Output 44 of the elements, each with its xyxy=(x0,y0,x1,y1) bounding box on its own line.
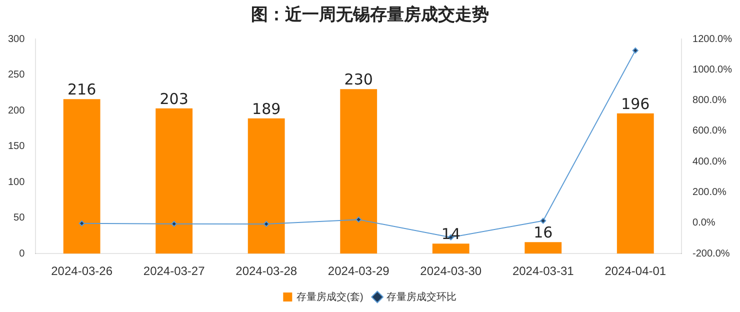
bar xyxy=(616,113,654,254)
x-tick-label: 2024-03-29 xyxy=(328,264,390,278)
y-tick-label: 50 xyxy=(14,212,26,224)
point xyxy=(171,220,178,227)
data-label: 196 xyxy=(621,94,650,113)
data-label: 189 xyxy=(252,100,281,118)
x-tick-label: 2024-03-26 xyxy=(51,264,113,278)
y-tick-label: 0 xyxy=(19,248,26,260)
y2-tick-label: 1000.0% xyxy=(692,64,732,76)
bar xyxy=(340,89,378,254)
y-tick-label: 150 xyxy=(8,141,26,152)
point xyxy=(263,221,270,228)
point xyxy=(78,220,85,226)
y2-tick-label: 600.0% xyxy=(692,126,727,137)
bar xyxy=(248,118,285,254)
x-tick-label: 2024-03-31 xyxy=(512,264,574,278)
x-tick-label: 2024-04-01 xyxy=(604,264,666,278)
point xyxy=(356,216,362,223)
x-tick-label: 2024-03-28 xyxy=(236,264,298,278)
y-tick-label: 200 xyxy=(8,105,26,116)
data-label: 216 xyxy=(67,80,96,98)
y2-tick-label: -200.0% xyxy=(692,248,730,260)
y2-tick-label: 200.0% xyxy=(692,187,727,198)
point xyxy=(632,47,638,54)
y2-tick-label: 1200.0% xyxy=(692,34,732,45)
y-tick-label: 300 xyxy=(8,34,26,45)
bar xyxy=(432,244,470,254)
point xyxy=(540,218,546,224)
y2-tick-label: 0.0% xyxy=(692,218,716,229)
bar xyxy=(156,108,193,254)
y2-tick-label: 400.0% xyxy=(692,156,727,168)
y2-tick-label: 800.0% xyxy=(692,95,727,106)
y-tick-label: 250 xyxy=(8,70,26,81)
bar xyxy=(524,242,562,254)
x-tick-label: 2024-03-30 xyxy=(420,264,482,278)
legend-label: 存量房成交环比 xyxy=(386,290,456,303)
legend-label: 存量房成交(套) xyxy=(296,290,364,303)
bar xyxy=(63,99,100,254)
data-label: 230 xyxy=(344,70,373,88)
y-tick-label: 100 xyxy=(8,176,26,188)
data-label: 203 xyxy=(160,90,188,108)
x-tick-label: 2024-03-27 xyxy=(143,264,206,278)
data-label: 16 xyxy=(534,224,553,242)
chart-title: 图：近一周无锡存量房成交走势 xyxy=(250,4,490,27)
